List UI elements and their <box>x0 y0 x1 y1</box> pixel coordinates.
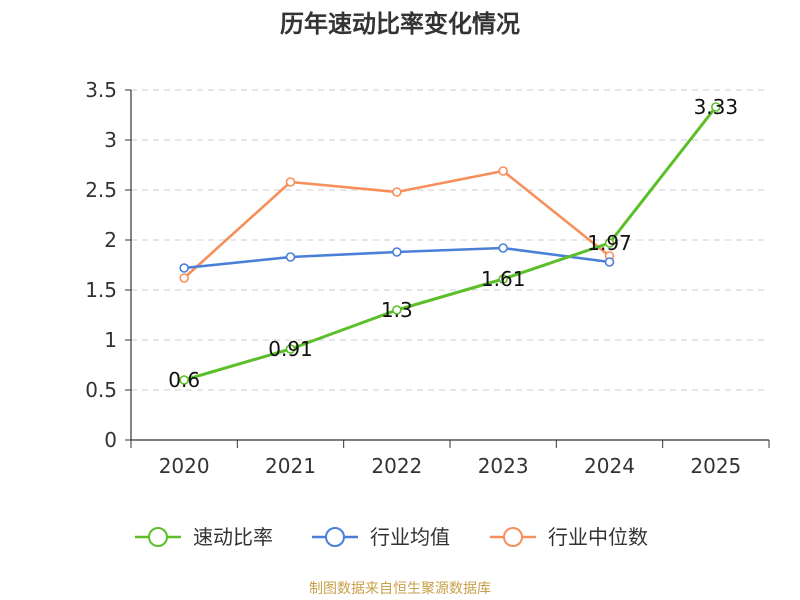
data-point <box>604 257 615 267</box>
data-point <box>179 375 189 385</box>
data-point <box>392 305 402 315</box>
data-point <box>179 263 189 273</box>
y-tick-label: 0.5 <box>85 378 117 402</box>
y-tick-label: 2 <box>104 228 117 252</box>
y-tick-label: 3.5 <box>85 78 117 102</box>
data-label: 1.61 <box>481 267 526 291</box>
data-label: 0.6 <box>168 368 200 392</box>
data-point <box>285 344 296 354</box>
legend-swatch-marker <box>503 527 523 547</box>
y-tick-label: 3 <box>104 128 117 152</box>
y-tick-label: 0 <box>104 428 117 452</box>
x-tick-label: 2023 <box>478 454 529 478</box>
data-label: 1.97 <box>587 231 632 255</box>
x-tick-label: 2024 <box>584 454 635 478</box>
x-tick-label: 2022 <box>371 454 422 478</box>
data-label: 3.33 <box>694 95 739 119</box>
legend-label: 速动比率 <box>193 525 273 549</box>
data-point <box>179 273 189 283</box>
y-tick-label: 1.5 <box>85 278 117 302</box>
data-label: 0.91 <box>268 337 313 361</box>
data-point <box>604 238 615 248</box>
data-point <box>392 187 402 197</box>
data-point <box>498 166 508 176</box>
legend-label: 行业均值 <box>370 525 450 549</box>
data-point <box>498 274 508 284</box>
data-point <box>711 102 721 112</box>
data-point <box>392 247 402 257</box>
x-tick-label: 2020 <box>159 454 210 478</box>
data-point <box>285 177 296 187</box>
legend-swatch-marker <box>148 527 168 547</box>
data-label: 1.3 <box>381 298 413 322</box>
x-tick-label: 2021 <box>265 454 316 478</box>
source-note: 制图数据来自恒生聚源数据库 <box>309 581 491 597</box>
y-tick-label: 1 <box>104 328 117 352</box>
chart-title: 历年速动比率变化情况 <box>280 10 520 38</box>
y-tick-label: 2.5 <box>85 178 117 202</box>
series-line-0 <box>183 106 718 382</box>
data-point <box>498 243 508 253</box>
legend-label: 行业中位数 <box>548 525 648 549</box>
data-point <box>285 252 296 262</box>
x-tick-label: 2025 <box>690 454 741 478</box>
legend-swatch-marker <box>325 527 345 547</box>
